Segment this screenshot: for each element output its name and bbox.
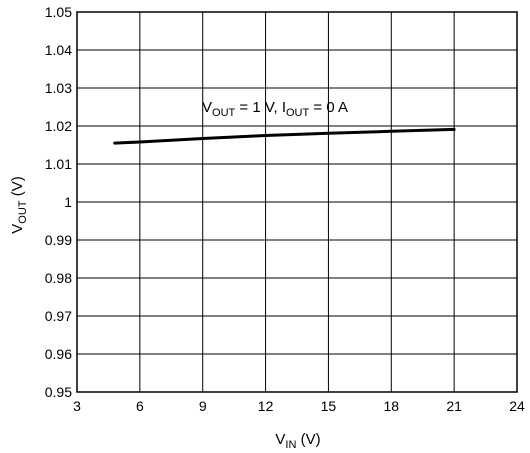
annotation-i-sub: OUT [286,107,310,119]
y-tick-label: 0.98 [45,270,72,286]
annotation: VOUT = 1 V, IOUT = 0 A [202,99,348,119]
y-tick-label: 1.05 [45,4,72,20]
x-tick-label: 21 [446,398,462,414]
series-layer [113,127,456,145]
x-axis-title-sub: IN [285,439,296,451]
grid [76,11,518,393]
x-tick-label: 9 [199,398,207,414]
x-tick-label: 6 [136,398,144,414]
y-tick-label: 0.96 [45,346,72,362]
y-tick-label: 1 [64,194,72,210]
x-tick-label: 24 [509,398,525,414]
y-tick-label: 0.99 [45,232,72,248]
x-tick-label: 12 [258,398,274,414]
y-tick-label: 1.02 [45,118,72,134]
y-tick-label: 1.04 [45,42,72,58]
annotation-v-text: = 1 V, [235,99,282,116]
annotation-v-sub: OUT [212,107,236,119]
y-tick-label: 0.95 [45,384,72,400]
y-axis-title-main: V [9,224,26,234]
y-tick-label: 1.03 [45,80,72,96]
y-axis-title-unit: (V) [9,176,26,200]
x-tick-label: 15 [321,398,337,414]
plot-frame [76,11,518,393]
y-axis-title: VOUT (V) [9,176,29,233]
x-axis-title-unit: (V) [296,431,320,448]
y-tick-label: 1.01 [45,156,72,172]
x-tick-label: 18 [383,398,399,414]
annotation-i-text: = 0 A [309,99,348,116]
x-axis-title: VIN (V) [275,431,320,451]
x-axis-title-main: V [275,431,285,448]
annotation-v: V [202,99,212,116]
series-line [113,127,456,145]
annotation-i: I [282,99,286,116]
x-tick-label: 3 [73,398,81,414]
y-axis-title-sub: OUT [17,200,29,224]
y-tick-label: 0.97 [45,308,72,324]
y-tick-labels: 0.95 0.96 0.97 0.98 0.99 1 1.01 1.02 1.03 1.04 1.0… [45,4,72,400]
x-tick-labels: 3 6 9 12 15 18 21 24 [73,398,525,414]
